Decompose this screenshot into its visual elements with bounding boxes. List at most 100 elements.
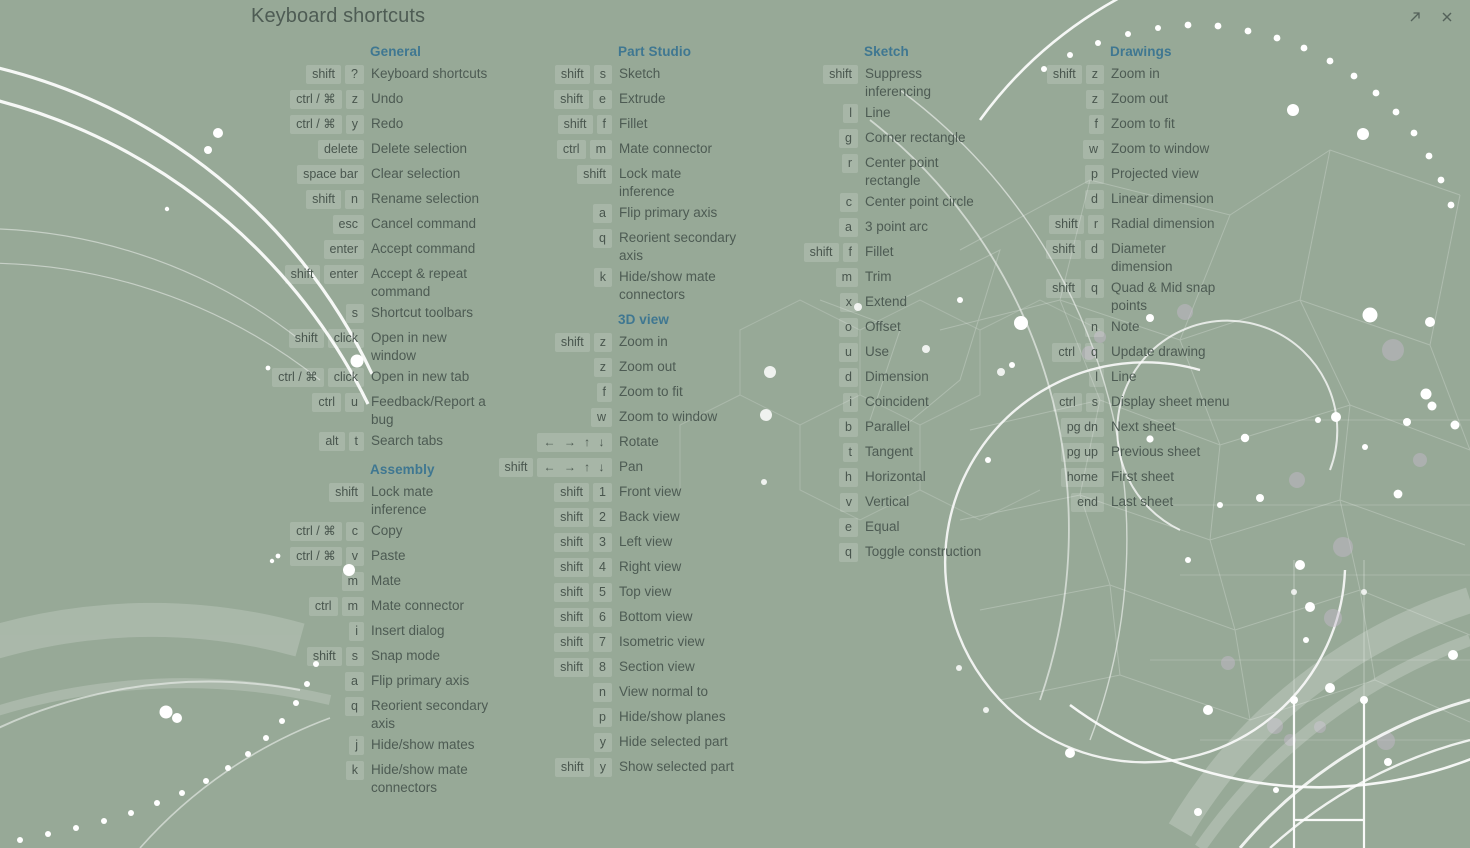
key-chip: shift	[557, 115, 593, 134]
key-combo: shift f	[744, 242, 858, 262]
key-combo: f	[990, 114, 1104, 134]
key-combo: m	[744, 267, 858, 287]
key-combo: x	[744, 292, 858, 312]
shortcut-row: r Center point rectangle	[744, 153, 984, 189]
shortcut-row: shift enter Accept & repeat command	[250, 264, 490, 300]
key-combo: ctrl q	[990, 342, 1104, 362]
key-chip: q	[1085, 279, 1104, 298]
shortcut-action-label: Section view	[619, 659, 695, 674]
shortcut-row: m Trim	[744, 267, 984, 289]
key-chip: shift	[577, 165, 612, 184]
shortcut-section: Part Studio shift s Sketch shift e Extrude shif…	[498, 44, 738, 303]
key-combo: a	[250, 671, 364, 691]
key-chip: ← → ↑ ↓	[537, 433, 612, 452]
key-chip: r	[841, 154, 858, 173]
key-chip: 7	[593, 633, 612, 652]
key-chip: shift	[1046, 65, 1082, 84]
key-chip: 1	[593, 483, 612, 502]
key-chip: m	[589, 140, 612, 159]
key-chip: shift	[554, 65, 590, 84]
key-combo: t	[744, 442, 858, 462]
shortcut-row: t Tangent	[744, 442, 984, 464]
key-combo: m	[250, 571, 364, 591]
key-chip: shift	[284, 265, 320, 284]
key-combo: q	[250, 696, 364, 716]
shortcut-action-label: Back view	[619, 509, 680, 524]
shortcut-action-label: View normal to	[619, 684, 709, 699]
shortcut-row: shift click Open in new window	[250, 328, 490, 364]
key-chip: m	[835, 268, 858, 287]
shortcut-row: ctrl / ⌘ v Paste	[250, 546, 490, 568]
shortcut-row: pg dn Next sheet	[990, 417, 1230, 439]
shortcut-row: q Toggle construction	[744, 542, 984, 564]
key-combo: shift	[250, 482, 364, 502]
key-combo: c	[744, 192, 858, 212]
shortcut-action-label: Equal	[865, 519, 900, 534]
key-combo: g	[744, 128, 858, 148]
key-chip: v	[839, 493, 858, 512]
shortcut-action-label: Corner rectangle	[865, 130, 966, 145]
shortcut-columns: General shift? Keyboard shortcuts ctrl / ⌘ z…	[0, 44, 1470, 848]
key-combo: shift?	[250, 64, 364, 84]
shortcut-row: a 3 point arc	[744, 217, 984, 239]
shortcut-row: shift Lock mate inference	[250, 482, 490, 518]
key-chip: shift	[306, 647, 342, 666]
shortcut-action-label: Zoom to window	[619, 409, 718, 424]
key-chip: ctrl / ⌘	[290, 547, 342, 566]
shortcut-row: shift 7 Isometric view	[498, 632, 738, 654]
key-chip: s	[345, 304, 364, 323]
key-combo: ctrl m	[498, 139, 612, 159]
key-combo: shift z	[498, 332, 612, 352]
shortcut-row: ctrl m Mate connector	[250, 596, 490, 618]
shortcut-action-label: Zoom out	[1111, 91, 1169, 106]
key-combo: shift n	[250, 189, 364, 209]
key-chip: enter	[323, 240, 364, 259]
shortcut-action-label: Search tabs	[371, 433, 444, 448]
shortcut-action-label: Toggle construction	[865, 544, 982, 559]
key-chip: s	[1085, 393, 1104, 412]
key-combo: a	[498, 203, 612, 223]
close-icon[interactable]	[1436, 6, 1458, 28]
shortcut-action-label: Zoom in	[1111, 66, 1160, 81]
key-chip: ctrl / ⌘	[272, 368, 324, 387]
key-chip: b	[839, 418, 858, 437]
key-chip: p	[593, 708, 612, 727]
shortcut-action-label: Accept command	[371, 241, 476, 256]
shortcut-action-label: Reorient secondary axis	[619, 230, 737, 263]
shortcut-action-label: Mate connector	[619, 141, 713, 156]
key-combo: pg dn	[990, 417, 1104, 437]
key-chip: click	[327, 329, 364, 348]
shortcut-action-label: Fillet	[865, 244, 894, 259]
shortcut-row: shift 8 Section view	[498, 657, 738, 679]
shortcut-row: k Hide/show mate connectors	[498, 267, 738, 303]
key-combo: u	[744, 342, 858, 362]
shortcut-action-label: Radial dimension	[1111, 216, 1215, 231]
shortcut-action-label: Clear selection	[371, 166, 461, 181]
shortcut-action-label: Redo	[371, 116, 404, 131]
shortcut-action-label: Insert dialog	[371, 623, 445, 638]
shortcut-row: ← → ↑ ↓ Rotate	[498, 432, 738, 454]
shortcut-action-label: Note	[1111, 319, 1140, 334]
key-combo: k	[498, 267, 612, 287]
key-chip: shift	[306, 190, 342, 209]
key-chip: shift	[803, 243, 839, 262]
shortcut-action-label: Front view	[619, 484, 682, 499]
key-chip: click	[327, 368, 364, 387]
shortcut-row: shift Suppress inferencing	[744, 64, 984, 100]
key-chip: y	[345, 115, 364, 134]
key-chip: i	[349, 622, 364, 641]
shortcut-row: m Mate	[250, 571, 490, 593]
shortcut-row: d Dimension	[744, 367, 984, 389]
key-combo: shift 8	[498, 657, 612, 677]
shortcut-row: f Zoom to fit	[990, 114, 1230, 136]
key-combo: ctrl / ⌘ click	[250, 367, 364, 387]
shortcut-row: c Center point circle	[744, 192, 984, 214]
shortcut-row: shift 2 Back view	[498, 507, 738, 529]
dialog-header: Keyboard shortcuts	[0, 0, 1470, 40]
expand-arrow-icon[interactable]	[1404, 6, 1426, 28]
shortcut-action-label: Snap mode	[371, 648, 441, 663]
shortcut-action-label: Trim	[865, 269, 892, 284]
key-chip: d	[1085, 240, 1104, 259]
key-chip: space bar	[297, 165, 364, 184]
shortcut-row: w Zoom to window	[498, 407, 738, 429]
